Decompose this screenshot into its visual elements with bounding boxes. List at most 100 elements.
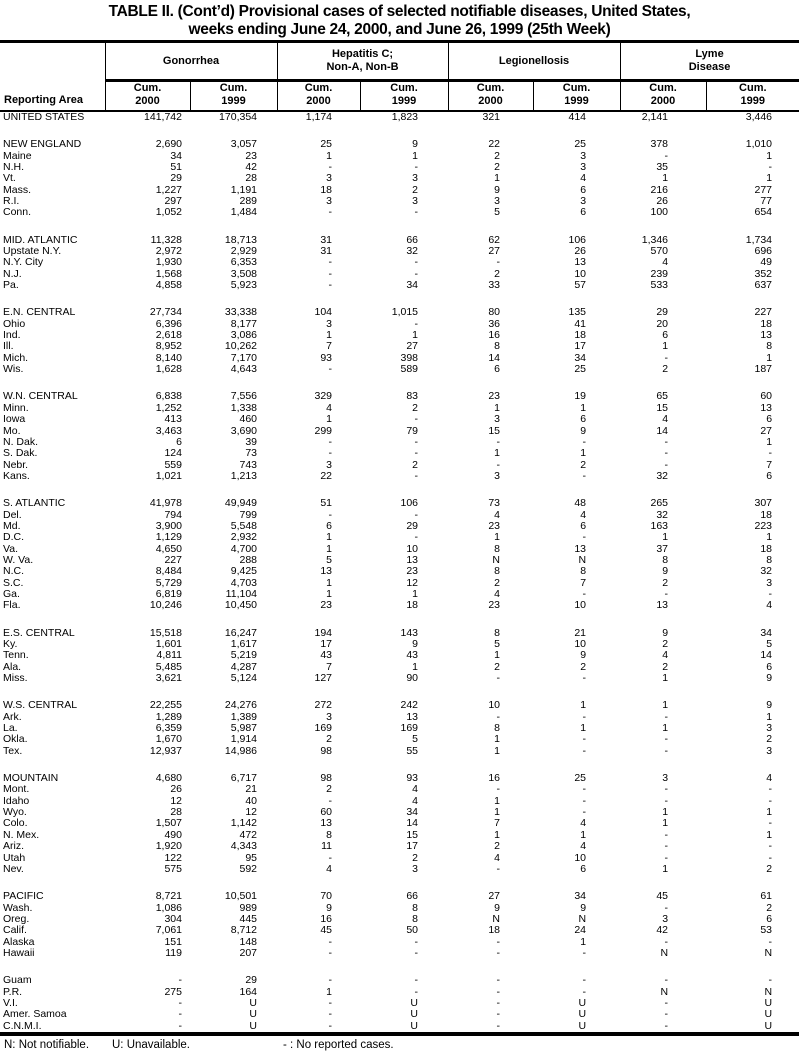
group-header-gonorrhea: Gonorrhea (104, 40, 278, 81)
table-row: N.Y. City 1,930 6,353 - - - 13 4 49 (0, 256, 799, 269)
value-cell: 1 (766, 149, 773, 162)
value-cell: 12,937 (149, 744, 182, 757)
value-cell: - (582, 783, 587, 796)
value-cell: 18 (406, 599, 419, 612)
value-cell: - (328, 508, 333, 521)
value-cell: 27 (488, 890, 501, 903)
value-cell: 5,987 (230, 722, 258, 735)
value-cell: - (178, 1008, 183, 1021)
value-cell: 5 (494, 206, 501, 219)
value-cell: 18 (320, 183, 333, 196)
value-cell: - (768, 783, 773, 796)
table-row: UNITED STATES 141,742 170,354 1,174 1,823 321… (0, 111, 799, 123)
table-row: Upstate N.Y. 2,972 2,929 31 32 27 26 570 696 (0, 245, 799, 257)
value-cell: 3 (766, 744, 773, 757)
value-cell: 14 (760, 649, 773, 662)
value-cell: 1,086 (155, 901, 182, 914)
value-cell: 10 (574, 599, 587, 612)
value-cell: 4,703 (230, 576, 258, 589)
subheader-legionellosis-cum-1999: Cum. 1999 (532, 78, 621, 112)
value-cell: 24,276 (224, 699, 258, 712)
value-cell: 3 (326, 195, 333, 207)
reporting-area-header: Reporting Area (0, 39, 106, 112)
table-row: S. Dak. 124 73 - - 1 1 - - (0, 447, 799, 460)
reporting-area-cell: Iowa (3, 413, 26, 426)
value-cell: 799 (239, 508, 258, 521)
value-cell: 4 (326, 862, 333, 875)
value-cell: 43 (320, 649, 333, 662)
value-cell: 3 (326, 710, 333, 723)
value-cell: 1,052 (155, 206, 182, 219)
value-cell: 3 (662, 912, 669, 925)
value-cell: 20 (656, 317, 669, 330)
footnotes: N: Not notifiable. U: Unavailable. - : N… (0, 1031, 799, 1052)
table-row: Calif. 7,061 8,712 45 50 18 24 42 53 (0, 924, 799, 937)
subheader-lyme-cum-1999: Cum. 1999 (705, 78, 799, 112)
table-row: NEW ENGLAND 2,690 3,057 25 9 22 25 378 1,010 (0, 138, 799, 151)
value-cell: 4 (662, 413, 669, 426)
value-cell: 239 (650, 267, 669, 280)
value-cell: 2 (766, 733, 773, 746)
reporting-area-cell: Amer. Samoa (3, 1008, 67, 1021)
value-cell: 6 (580, 413, 587, 426)
value-cell: 1,252 (155, 401, 182, 414)
value-cell: 6 (494, 363, 501, 376)
table-row: Ark. 1,289 1,389 3 13 - - - 1 (0, 710, 799, 723)
value-cell: 3 (412, 172, 419, 185)
value-cell: 26 (170, 783, 182, 796)
value-cell: - (496, 256, 501, 269)
value-cell: U (578, 1019, 587, 1032)
value-cell: 6 (766, 413, 773, 426)
value-cell: 321 (482, 110, 501, 123)
value-cell: 13 (406, 710, 419, 723)
value-cell: 61 (760, 890, 773, 903)
value-cell: 18 (488, 924, 501, 937)
value-cell: 329 (314, 390, 333, 403)
value-cell: 1,734 (745, 233, 773, 246)
value-cell: 242 (400, 699, 419, 712)
value-cell: - (496, 1008, 501, 1021)
value-cell: 2 (662, 638, 669, 650)
value-cell: 9 (494, 901, 501, 914)
value-cell: 18 (760, 508, 773, 521)
reporting-area-cell: Va. (3, 542, 18, 555)
value-cell: 10 (574, 267, 587, 280)
table-row: N. Dak. 6 39 - - - - - 1 (0, 436, 799, 448)
table-row: Amer. Samoa - U - U - U - U (0, 1008, 799, 1021)
value-cell: - (582, 733, 587, 746)
reporting-area-cell: Miss. (3, 672, 28, 685)
value-cell: 1 (662, 699, 669, 712)
value-cell: - (496, 985, 501, 998)
value-cell: 10,262 (224, 340, 258, 353)
value-cell: 1 (494, 828, 501, 841)
value-cell: 5 (412, 733, 419, 746)
value-cell: 73 (245, 447, 258, 460)
value-cell: - (328, 1019, 333, 1032)
value-cell: - (496, 710, 501, 723)
value-cell: 3 (326, 317, 333, 330)
value-cell: 2,690 (155, 138, 182, 151)
value-cell: 13 (574, 256, 587, 269)
value-cell: 25 (320, 138, 333, 151)
table-row: W.S. CENTRAL 22,255 24,276 272 242 10 1 1 9 (0, 699, 799, 712)
value-cell: U (249, 1008, 258, 1021)
value-cell: U (410, 996, 419, 1009)
value-cell: 9 (580, 901, 587, 914)
table-row: Kans. 1,021 1,213 22 - 3 - 32 6 (0, 470, 799, 482)
reporting-area-cell: C.N.M.I. (3, 1019, 42, 1032)
value-cell: - (582, 672, 587, 685)
value-cell: - (328, 851, 333, 864)
value-cell: 15,518 (149, 626, 182, 639)
value-cell: - (496, 996, 501, 1009)
value-cell: 36 (488, 317, 501, 330)
value-cell: - (664, 1008, 669, 1021)
table-row: Guam - 29 - - - - - - (0, 974, 799, 986)
reporting-area-cell: Ky. (3, 638, 18, 650)
value-cell: 7,061 (155, 924, 182, 937)
value-cell: 8 (494, 565, 501, 578)
value-cell: 6 (326, 519, 333, 532)
value-cell: 163 (650, 519, 669, 532)
table-row: Wis. 1,628 4,643 - 589 6 25 2 187 (0, 363, 799, 376)
value-cell: N (764, 985, 773, 998)
value-cell: 23 (488, 599, 501, 612)
